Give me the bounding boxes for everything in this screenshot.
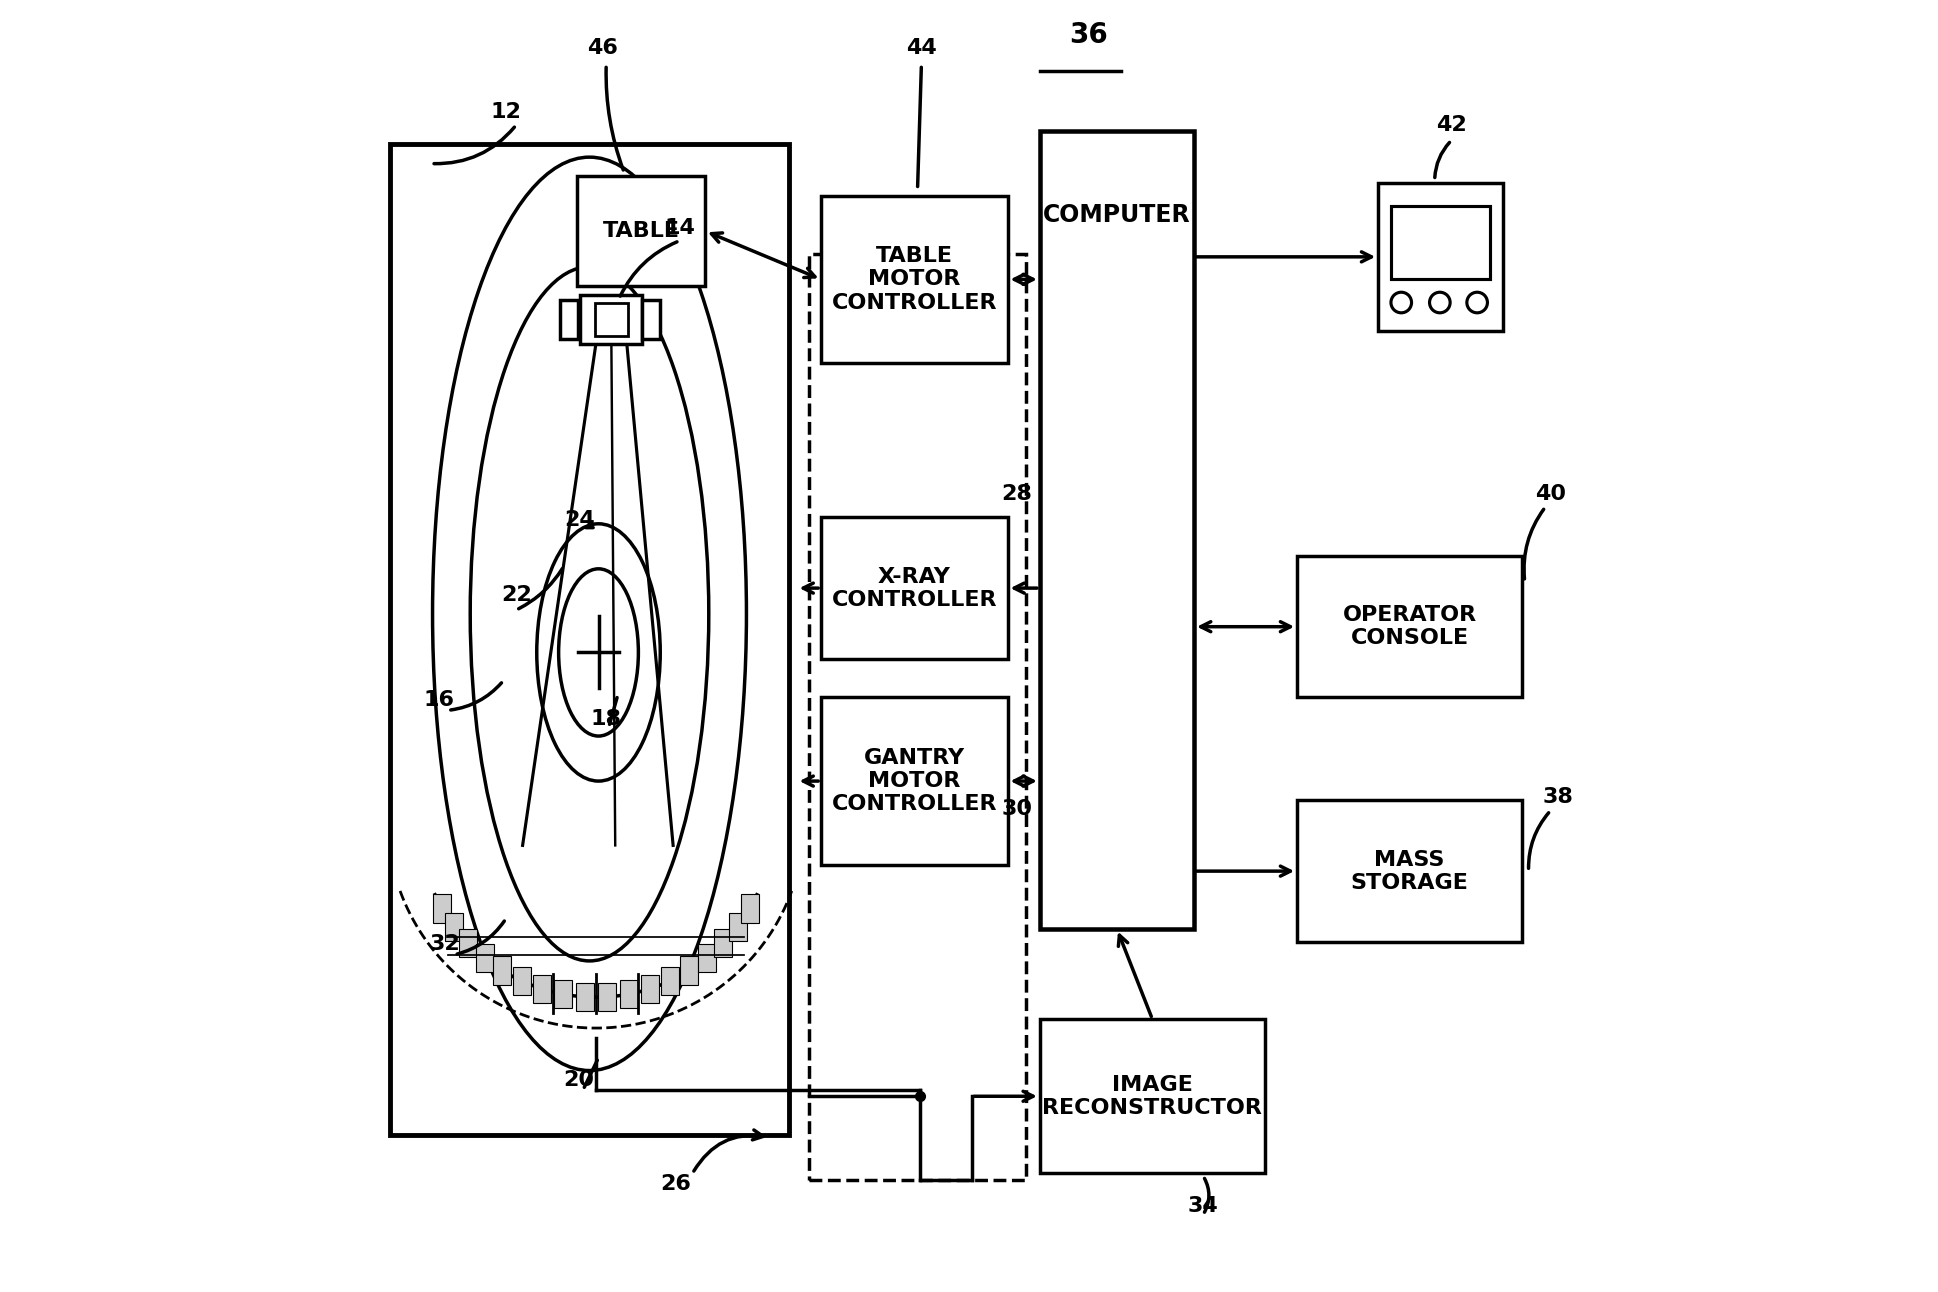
Text: IMAGE
RECONSTRUCTOR: IMAGE RECONSTRUCTOR <box>1043 1075 1262 1118</box>
Bar <box>560 300 578 339</box>
Text: 32: 32 <box>430 934 461 955</box>
Bar <box>661 966 678 995</box>
Text: 28: 28 <box>1002 484 1033 504</box>
Bar <box>533 974 550 1003</box>
Bar <box>390 145 789 1134</box>
Text: 20: 20 <box>564 1070 595 1089</box>
Text: 42: 42 <box>1436 115 1467 134</box>
Bar <box>680 956 698 985</box>
Bar <box>1297 800 1521 942</box>
Ellipse shape <box>537 523 661 782</box>
Bar <box>1378 183 1502 331</box>
Bar <box>810 253 1025 1180</box>
Bar <box>434 894 452 922</box>
Ellipse shape <box>432 158 746 1071</box>
Text: 16: 16 <box>424 690 455 711</box>
Text: 38: 38 <box>1543 787 1574 806</box>
Bar <box>1297 556 1521 698</box>
Ellipse shape <box>558 568 638 736</box>
Text: 40: 40 <box>1535 484 1566 504</box>
Text: MASS
STORAGE: MASS STORAGE <box>1351 850 1469 893</box>
Bar <box>578 177 705 286</box>
Bar <box>740 894 758 922</box>
Text: 22: 22 <box>500 584 531 605</box>
Ellipse shape <box>1467 292 1488 313</box>
Bar <box>641 974 659 1003</box>
Bar <box>620 981 638 1008</box>
Text: 34: 34 <box>1188 1195 1219 1216</box>
Text: TABLE: TABLE <box>603 221 680 242</box>
Bar <box>822 517 1008 659</box>
Text: 18: 18 <box>591 709 622 729</box>
Bar <box>494 956 512 985</box>
Text: 12: 12 <box>490 102 521 123</box>
Text: 26: 26 <box>661 1173 692 1194</box>
Bar <box>698 944 717 972</box>
Text: GANTRY
MOTOR
CONTROLLER: GANTRY MOTOR CONTROLLER <box>831 748 996 814</box>
Bar <box>475 944 494 972</box>
Bar <box>729 912 746 941</box>
Text: 44: 44 <box>907 37 936 58</box>
Bar <box>1391 205 1490 279</box>
Bar <box>595 302 628 336</box>
Bar <box>715 929 733 957</box>
Text: 24: 24 <box>564 510 595 530</box>
Bar <box>554 981 572 1008</box>
Ellipse shape <box>1430 292 1450 313</box>
Bar <box>446 912 463 941</box>
Bar <box>514 966 531 995</box>
Bar <box>597 983 616 1012</box>
Text: TABLE
MOTOR
CONTROLLER: TABLE MOTOR CONTROLLER <box>831 247 996 313</box>
Ellipse shape <box>1391 292 1411 313</box>
Ellipse shape <box>471 266 709 961</box>
Text: OPERATOR
CONSOLE: OPERATOR CONSOLE <box>1343 605 1477 649</box>
Bar <box>822 698 1008 864</box>
Bar <box>581 295 641 344</box>
Bar <box>822 196 1008 363</box>
Text: 46: 46 <box>587 37 618 58</box>
Bar <box>459 929 477 957</box>
Text: COMPUTER: COMPUTER <box>1043 203 1190 227</box>
Text: 30: 30 <box>1002 800 1033 819</box>
Bar <box>641 300 661 339</box>
Bar <box>1041 1019 1266 1173</box>
Bar <box>1041 132 1194 929</box>
Bar <box>576 983 595 1012</box>
Text: X-RAY
CONTROLLER: X-RAY CONTROLLER <box>831 566 996 610</box>
Text: 14: 14 <box>665 218 696 238</box>
Text: 36: 36 <box>1070 21 1109 49</box>
